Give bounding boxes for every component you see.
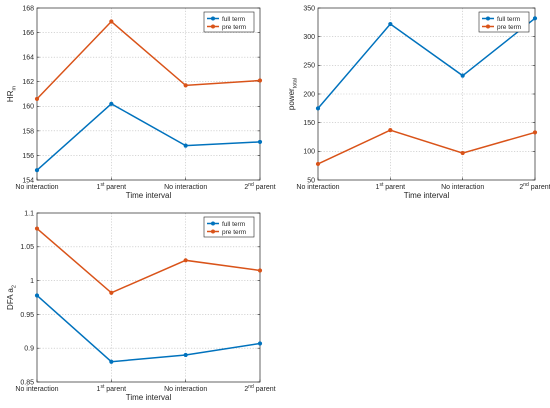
y-tick-label: 100	[303, 149, 315, 156]
y-tick-label: 0.95	[20, 312, 34, 319]
y-tick-label: 300	[303, 34, 315, 41]
legend-entry-label: full term	[497, 16, 520, 23]
y-tick-label: 168	[22, 5, 34, 12]
data-point	[257, 341, 263, 346]
data-point	[532, 130, 538, 135]
legend-entry-label: full term	[222, 221, 245, 228]
legend-entry-label: full term	[222, 16, 245, 23]
data-point	[388, 21, 393, 27]
x-axis-label: Time interval	[404, 191, 450, 200]
x-axis-label: Time interval	[126, 393, 172, 402]
x-tick-label: 2nd parent	[519, 182, 550, 191]
y-tick-label: 1.1	[24, 210, 34, 217]
data-point	[532, 16, 538, 21]
series-line-full-term	[317, 17, 536, 109]
x-tick-label: 1st parent	[97, 182, 127, 191]
data-point	[183, 83, 188, 88]
data-point	[257, 139, 263, 145]
data-point	[34, 96, 40, 102]
plot-frame	[36, 7, 261, 181]
legend-entry-label: pre term	[222, 24, 246, 31]
series-line-full-term	[36, 294, 261, 363]
data-point	[109, 19, 114, 24]
y-tick-label: 350	[303, 5, 315, 12]
series-line-full-term	[36, 102, 261, 171]
plot-frame	[36, 212, 261, 383]
y-tick-label: 154	[22, 177, 34, 184]
x-axis-label: Time interval	[126, 191, 172, 200]
plot-frame	[317, 7, 536, 181]
data-point	[315, 161, 321, 167]
y-axis-label: DFA a2	[6, 285, 18, 310]
legend-swatch-marker	[211, 221, 215, 226]
x-tick-label: No interaction	[164, 386, 207, 393]
y-tick-label: 160	[22, 104, 34, 111]
data-point	[34, 293, 40, 298]
x-tick-label: No interaction	[164, 184, 207, 191]
data-point	[315, 106, 321, 111]
y-tick-label: 1	[30, 278, 34, 285]
x-tick-label: 1st parent	[97, 384, 127, 393]
data-point	[183, 258, 188, 263]
data-point	[460, 73, 465, 78]
data-point	[257, 78, 263, 83]
data-point	[257, 268, 263, 273]
y-tick-label: 164	[22, 55, 34, 62]
x-tick-label: No interaction	[441, 184, 484, 191]
legend-swatch-marker	[211, 229, 215, 234]
chart-panel-2: 50 100 150 200 250 300 350 No interaction 1st pa…	[287, 5, 550, 200]
y-tick-label: 250	[303, 63, 315, 70]
y-tick-label: 150	[303, 120, 315, 127]
legend-swatch-marker	[486, 16, 490, 21]
legend-swatch-marker	[211, 16, 215, 21]
y-tick-label: 158	[22, 128, 34, 135]
legend-entry-label: pre term	[222, 229, 246, 236]
y-tick-label: 0.85	[20, 379, 34, 386]
legend-entry-label: pre term	[497, 24, 521, 31]
y-tick-label: 0.9	[24, 346, 34, 353]
y-tick-label: 166	[22, 30, 34, 37]
y-tick-label: 200	[303, 91, 315, 98]
legend-swatch-marker	[486, 24, 490, 29]
legend-swatch-marker	[211, 24, 215, 29]
y-axis-label: HRm	[6, 86, 18, 103]
chart-panel-1: 154 156 158 160 162 164 166 168 No interaction 1s…	[6, 5, 276, 200]
chart-panel-3: 0.85 0.9 0.95 1 1.05 1.1 No interaction 1st par…	[6, 210, 276, 402]
data-point	[34, 226, 40, 231]
series-line-pre-term	[36, 227, 261, 294]
x-tick-label: No interaction	[15, 386, 58, 393]
x-tick-label: 1st parent	[376, 182, 406, 191]
data-point	[388, 128, 393, 133]
x-tick-label: 2nd parent	[244, 384, 275, 393]
x-tick-label: 2nd parent	[244, 182, 275, 191]
y-tick-label: 50	[307, 177, 315, 184]
data-point	[109, 359, 114, 364]
y-axis-label: powertotal	[287, 78, 299, 110]
x-tick-label: No interaction	[15, 184, 58, 191]
data-point	[109, 290, 114, 295]
y-tick-label: 1.05	[20, 244, 34, 251]
data-point	[109, 101, 114, 106]
data-point	[460, 150, 465, 156]
x-tick-label: No interaction	[296, 184, 339, 191]
y-tick-label: 162	[22, 79, 34, 86]
data-point	[183, 352, 188, 358]
series-line-pre-term	[317, 129, 536, 165]
y-tick-label: 156	[22, 153, 34, 160]
data-point	[183, 143, 188, 148]
series-line-pre-term	[36, 20, 261, 100]
data-point	[34, 168, 40, 173]
